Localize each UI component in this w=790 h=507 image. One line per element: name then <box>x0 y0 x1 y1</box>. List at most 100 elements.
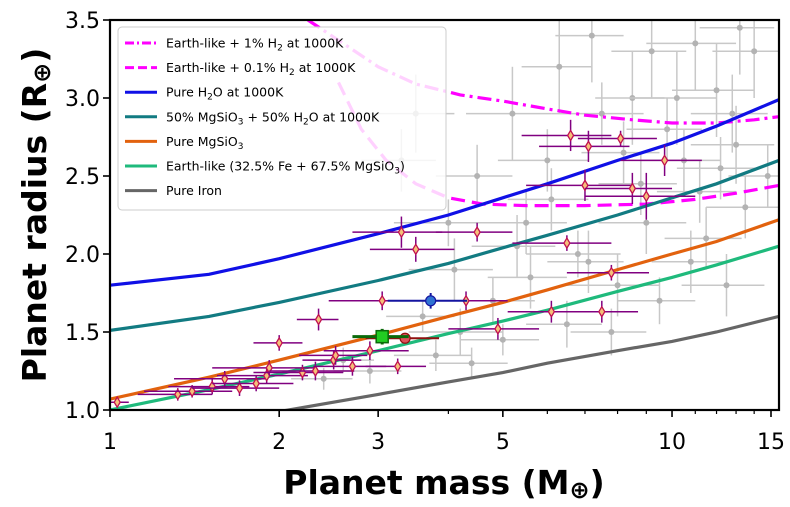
highlighted-point <box>620 144 702 176</box>
background-point <box>555 20 624 83</box>
data-marker <box>252 377 260 390</box>
x-tick-label: 15 <box>757 430 785 455</box>
data-marker <box>614 282 621 289</box>
background-point <box>706 176 779 239</box>
curve-pure-iron <box>279 314 779 410</box>
data-marker <box>499 336 506 343</box>
data-marker <box>751 48 758 55</box>
data-marker <box>616 132 625 145</box>
data-marker <box>419 313 426 320</box>
x-tick-label: 10 <box>658 430 686 455</box>
highlighted-point <box>110 395 129 409</box>
data-marker <box>375 329 389 344</box>
data-marker <box>314 313 323 326</box>
data-marker <box>584 140 593 153</box>
x-tick-label: 3 <box>371 430 385 455</box>
data-marker <box>366 344 374 357</box>
data-marker <box>764 173 771 179</box>
data-marker <box>660 154 669 167</box>
background-point <box>681 254 765 317</box>
legend: Earth-like + 1% H2 at 1000K Earth-like + … <box>117 26 447 211</box>
data-marker <box>628 182 637 195</box>
data-marker <box>742 204 749 211</box>
highlighted-point <box>269 361 355 381</box>
background-point <box>690 74 768 153</box>
background-point <box>526 230 621 278</box>
data-marker <box>473 225 481 239</box>
data-marker <box>723 282 730 289</box>
highlighted-point <box>296 308 339 331</box>
data-marker <box>235 381 244 395</box>
background-point <box>507 168 589 231</box>
data-marker <box>733 141 740 148</box>
y-tick-label: 1.0 <box>65 399 100 424</box>
data-marker <box>673 95 680 101</box>
legend-label: Earth-like + 0.1% H2 at 1000K <box>166 60 356 78</box>
data-marker <box>275 336 283 350</box>
data-marker <box>656 297 663 304</box>
data-marker <box>397 225 406 239</box>
data-marker <box>713 87 720 94</box>
blue-point <box>387 293 468 309</box>
highlighted-point <box>253 335 303 351</box>
data-marker <box>320 375 327 382</box>
data-marker <box>692 40 699 47</box>
y-tick-label: 2.0 <box>65 243 100 268</box>
curve-pure-h2o-at-1000k <box>110 98 779 287</box>
legend-label: Earth-like (32.5% Fe + 67.5% MgSiO3) <box>166 159 405 177</box>
special-points <box>352 293 468 345</box>
y-axis-label: Planet radius (R⊕) <box>15 48 56 383</box>
data-marker <box>637 180 644 187</box>
background-point <box>626 98 702 161</box>
data-marker <box>563 236 571 250</box>
highlighted-point <box>584 172 673 205</box>
data-marker <box>348 360 357 373</box>
data-marker <box>729 110 736 117</box>
background-point <box>611 20 687 98</box>
highlighted-point <box>365 358 427 375</box>
data-marker <box>311 364 320 378</box>
data-marker <box>585 258 592 265</box>
highlighted-point <box>566 264 650 281</box>
data-marker <box>378 294 386 308</box>
data-marker <box>393 360 402 373</box>
legend-label: Pure Iron <box>166 183 222 198</box>
data-marker <box>607 266 616 279</box>
background-point <box>497 129 589 192</box>
data-marker <box>598 110 605 117</box>
y-tick-label: 3.5 <box>65 9 100 34</box>
highlighted-point <box>352 216 443 248</box>
data-marker <box>736 24 743 31</box>
background-points <box>291 20 779 390</box>
data-marker <box>113 395 121 409</box>
background-point <box>570 308 647 356</box>
x-axis-label: Planet mass (M⊕) <box>283 463 604 504</box>
highlighted-point <box>369 236 455 262</box>
data-marker <box>468 360 475 367</box>
data-marker <box>574 251 581 257</box>
background-point <box>487 246 567 309</box>
highlighted-point <box>448 317 540 340</box>
x-tick-label: 1 <box>103 430 117 455</box>
background-point <box>393 339 472 371</box>
highlighted-point <box>577 130 657 147</box>
green-point <box>352 328 409 345</box>
data-marker <box>331 349 340 362</box>
data-marker <box>474 173 481 179</box>
data-marker <box>664 126 671 133</box>
highlighted-point <box>435 222 513 242</box>
highlighted-points <box>110 119 702 409</box>
data-marker <box>608 329 615 335</box>
curve-50-mgsio3-50-h2o-at-1000k <box>110 158 779 332</box>
data-marker <box>399 332 411 344</box>
legend-label: Pure H2O at 1000K <box>166 85 284 103</box>
highlighted-point <box>212 375 294 392</box>
data-marker <box>588 32 595 39</box>
background-point <box>521 20 592 114</box>
data-marker <box>544 157 551 164</box>
data-marker <box>366 368 373 374</box>
data-marker <box>445 219 452 226</box>
background-point <box>617 277 696 325</box>
y-tick-label: 2.5 <box>65 165 100 190</box>
